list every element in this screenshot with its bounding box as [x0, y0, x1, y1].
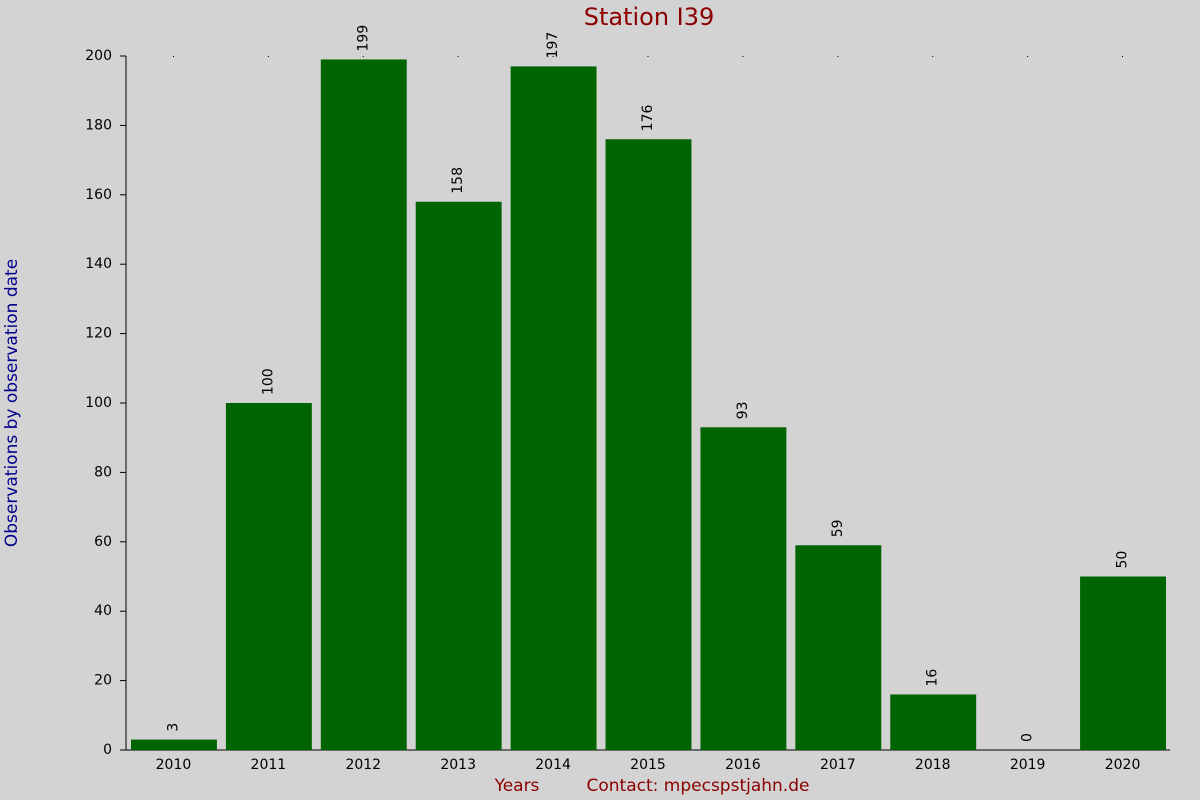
- bar: [415, 201, 502, 751]
- x-axis-label: Years: [494, 776, 540, 796]
- value-label: 16: [925, 669, 941, 687]
- y-tick-label: 20: [94, 673, 112, 689]
- x-tick-label: 2018: [915, 757, 951, 773]
- x-tick-label: 2017: [820, 757, 856, 773]
- bar: [131, 739, 217, 750]
- x-tick-label: 2011: [251, 757, 287, 773]
- y-tick-label: 0: [103, 742, 112, 758]
- bar: [225, 403, 312, 750]
- bar: [795, 545, 882, 750]
- value-label: 197: [545, 32, 561, 59]
- y-tick-label: 200: [85, 48, 112, 64]
- bar: [1080, 576, 1166, 750]
- y-tick-label: 120: [85, 326, 112, 342]
- bar: [890, 694, 977, 750]
- y-tick-label: 180: [85, 117, 112, 133]
- value-label: 50: [1115, 551, 1131, 569]
- value-label: 158: [450, 167, 466, 194]
- value-label: 3: [165, 723, 181, 732]
- value-label: 176: [640, 104, 656, 131]
- x-tick-label: 2013: [440, 757, 476, 773]
- x-tick-label: 2016: [725, 757, 761, 773]
- y-tick-label: 40: [94, 603, 112, 619]
- y-tick-label: 160: [85, 187, 112, 203]
- y-axis-label: Observations by observation date: [2, 259, 22, 547]
- value-label: 0: [1020, 733, 1036, 742]
- x-tick-label: 2012: [345, 757, 381, 773]
- bar: [700, 427, 787, 750]
- x-tick-label: 2019: [1010, 757, 1046, 773]
- x-tick-label: 2014: [535, 757, 571, 773]
- value-label: 59: [830, 519, 846, 537]
- x-tick-label: 2010: [156, 757, 192, 773]
- bar: [605, 139, 692, 750]
- contact: Contact: mpecspstjahn.de: [587, 776, 810, 796]
- x-tick-label: 2015: [630, 757, 666, 773]
- bar: [510, 66, 597, 750]
- y-tick-label: 80: [94, 464, 112, 480]
- chart-title: Station I39: [584, 3, 715, 31]
- y-tick-label: 60: [94, 534, 112, 550]
- y-tick-label: 140: [85, 256, 112, 272]
- bar: [320, 59, 407, 751]
- value-label: 93: [735, 401, 751, 419]
- value-label: 100: [260, 368, 276, 395]
- y-tick-label: 100: [85, 395, 112, 411]
- x-tick-label: 2020: [1105, 757, 1141, 773]
- value-label: 199: [355, 25, 371, 52]
